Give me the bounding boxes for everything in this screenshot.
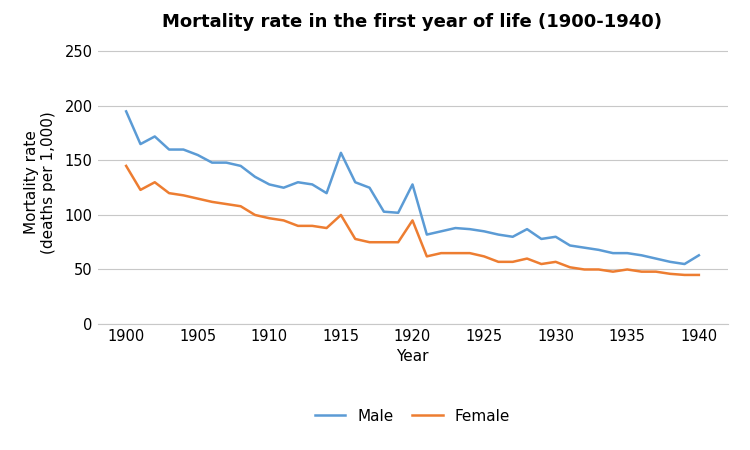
Female [394, 239, 403, 245]
Female [136, 187, 145, 193]
Female [622, 267, 632, 272]
Male [652, 256, 661, 261]
Male [380, 209, 388, 214]
Male [251, 174, 260, 180]
Male [594, 247, 603, 252]
Female [208, 199, 217, 205]
Female [652, 269, 661, 274]
Female [436, 250, 445, 256]
Female [422, 254, 431, 259]
Female [551, 259, 560, 265]
Male [694, 252, 703, 258]
Male [523, 226, 532, 232]
Female [594, 267, 603, 272]
Male [436, 229, 445, 234]
Male [222, 160, 231, 165]
Male [394, 210, 403, 216]
Female [523, 256, 532, 261]
Female [351, 236, 360, 242]
Male [566, 243, 574, 248]
Female [566, 265, 574, 270]
Female [179, 193, 188, 198]
Female [580, 267, 589, 272]
Male [622, 250, 632, 256]
Female [194, 196, 202, 201]
Female [265, 216, 274, 221]
Female [251, 212, 260, 218]
Male [408, 182, 417, 187]
Female [236, 203, 245, 209]
Female [451, 250, 460, 256]
Female [680, 272, 689, 278]
Female [293, 223, 302, 229]
Female [465, 250, 474, 256]
Male [680, 261, 689, 267]
Female [279, 218, 288, 223]
Male [164, 147, 173, 152]
Female [222, 201, 231, 207]
Male [122, 108, 130, 114]
Female [608, 269, 617, 274]
Male [494, 232, 503, 237]
Female [122, 163, 130, 169]
Line: Male: Male [126, 111, 699, 264]
Male [279, 185, 288, 190]
Male [236, 163, 245, 169]
Male [509, 234, 518, 239]
Male [537, 236, 546, 242]
Male [365, 185, 374, 190]
Y-axis label: Mortality rate
(deaths per 1,000): Mortality rate (deaths per 1,000) [24, 111, 56, 254]
Male [351, 180, 360, 185]
Male [608, 250, 617, 256]
Female [537, 261, 546, 267]
Female [408, 218, 417, 223]
Male [465, 226, 474, 232]
Female [150, 180, 159, 185]
Legend: Male, Female: Male, Female [309, 402, 516, 430]
Male [136, 141, 145, 147]
Male [580, 245, 589, 250]
Female [308, 223, 316, 229]
Female [694, 272, 703, 278]
Male [666, 259, 675, 265]
Female [380, 239, 388, 245]
X-axis label: Year: Year [396, 349, 429, 364]
Female [666, 271, 675, 277]
Female [337, 212, 346, 218]
Male [451, 225, 460, 231]
Male [150, 134, 159, 139]
Female [637, 269, 646, 274]
Male [337, 150, 346, 156]
Female [509, 259, 518, 265]
Female [164, 190, 173, 196]
Male [293, 180, 302, 185]
Female [494, 259, 503, 265]
Male [322, 190, 331, 196]
Male [194, 152, 202, 158]
Line: Female: Female [126, 166, 699, 275]
Male [422, 232, 431, 237]
Male [479, 229, 488, 234]
Female [322, 225, 331, 231]
Male [308, 182, 316, 187]
Male [551, 234, 560, 239]
Female [479, 254, 488, 259]
Male [265, 182, 274, 187]
Male [637, 252, 646, 258]
Title: Mortality rate in the first year of life (1900-1940): Mortality rate in the first year of life… [163, 13, 662, 31]
Male [179, 147, 188, 152]
Male [208, 160, 217, 165]
Female [365, 239, 374, 245]
